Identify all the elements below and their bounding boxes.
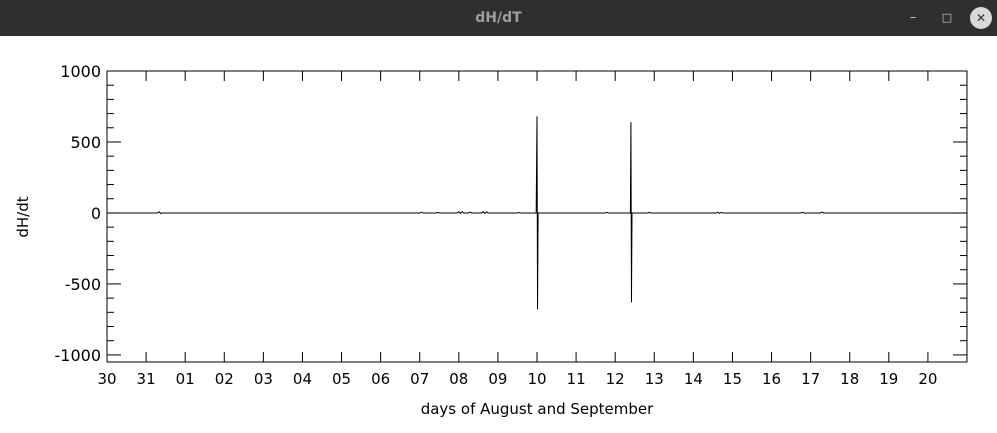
- x-tick-label: 12: [606, 370, 625, 388]
- x-tick-label: 15: [723, 370, 742, 388]
- series-line: [107, 116, 967, 310]
- x-tick-label: 05: [332, 370, 351, 388]
- x-tick-label: 11: [567, 370, 586, 388]
- x-tick-label: 03: [254, 370, 273, 388]
- x-tick-label: 08: [449, 370, 468, 388]
- y-axis-ticks: 1000 500 0 -500 -1000: [55, 62, 967, 365]
- x-axis-label: days of August and September: [421, 400, 654, 418]
- close-icon[interactable]: ✕: [970, 7, 992, 29]
- x-tick-label: 04: [293, 370, 312, 388]
- y-axis-label: dH/dt: [14, 196, 32, 237]
- x-tick-label: 01: [176, 370, 195, 388]
- maximize-icon[interactable]: □: [941, 11, 953, 24]
- y-tick-label: -1000: [55, 346, 102, 365]
- x-tick-label: 31: [137, 370, 156, 388]
- y-tick-label: 0: [91, 204, 101, 223]
- y-tick-label: 1000: [60, 62, 101, 81]
- dhdt-chart: 30 31 01 02 03 04 05 06 07 08 09 10 11 12 13 14 15 16 17 18…: [14, 62, 968, 418]
- x-tick-label: 14: [684, 370, 703, 388]
- x-tick-label: 18: [840, 370, 859, 388]
- x-tick-label: 19: [879, 370, 898, 388]
- x-tick-label: 13: [645, 370, 664, 388]
- series-layer: [107, 116, 967, 310]
- x-tick-label: 06: [371, 370, 390, 388]
- window-titlebar: dH/dT – □ ✕: [0, 0, 997, 36]
- x-tick-label: 20: [918, 370, 937, 388]
- x-tick-label: 17: [801, 370, 820, 388]
- x-axis-ticks: 30 31 01 02 03 04 05 06 07 08 09 10 11 12 13 14 15 16 17 18…: [97, 71, 937, 388]
- x-tick-label: 30: [97, 370, 116, 388]
- x-tick-label: 02: [215, 370, 234, 388]
- x-tick-label: 10: [527, 370, 546, 388]
- y-tick-label: -500: [65, 275, 101, 294]
- x-tick-label: 07: [410, 370, 429, 388]
- minimize-icon[interactable]: –: [909, 10, 917, 25]
- x-tick-label: 09: [488, 370, 507, 388]
- x-tick-label: 16: [762, 370, 781, 388]
- window-title: dH/dT: [475, 10, 522, 26]
- y-tick-label: 500: [70, 133, 101, 152]
